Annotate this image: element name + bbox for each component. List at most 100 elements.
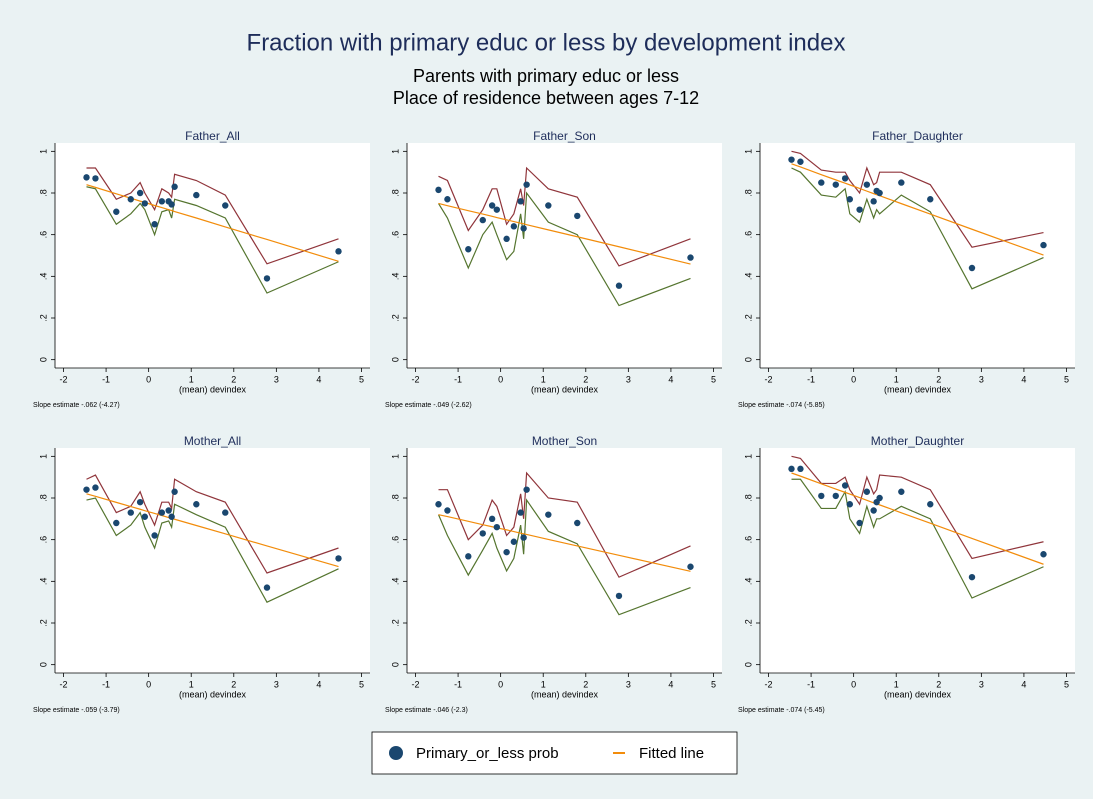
x-axis-label: (mean) devindex [531, 689, 599, 699]
x-tick-label: 0 [146, 679, 151, 689]
point [797, 158, 804, 165]
point [545, 511, 552, 518]
point [165, 507, 172, 514]
point [615, 592, 623, 600]
point [503, 548, 510, 556]
point [687, 254, 694, 261]
point [171, 183, 178, 190]
legend-box [371, 731, 738, 775]
y-tick-label: 1 [743, 454, 753, 459]
y-tick-label: .4 [390, 578, 400, 586]
series-line [86, 186, 339, 294]
point [479, 530, 486, 537]
point [841, 482, 849, 489]
x-tick-label: 3 [274, 679, 279, 689]
panel-title: Mother_Son [532, 434, 597, 448]
point [968, 573, 976, 581]
series-line [791, 455, 1044, 560]
point [870, 198, 877, 205]
x-axis-label: (mean) devindex [179, 384, 247, 394]
point [927, 196, 934, 203]
y-tick-label: .2 [743, 314, 753, 322]
point [493, 523, 501, 531]
point [92, 175, 99, 182]
x-tick-label: 4 [668, 374, 673, 384]
series-line [86, 497, 339, 603]
x-tick-label: 4 [668, 679, 673, 689]
point [1040, 551, 1047, 558]
plot-area [407, 448, 722, 673]
x-tick-label: 0 [146, 374, 151, 384]
point [832, 181, 839, 188]
point [846, 501, 854, 508]
y-tick-label: .2 [390, 314, 400, 322]
point [841, 175, 849, 182]
y-tick-label: .2 [38, 314, 48, 322]
point [127, 196, 134, 203]
point [788, 465, 795, 473]
point [141, 513, 149, 520]
y-tick-label: .6 [743, 536, 753, 544]
legend-label: Fitted line [639, 745, 704, 762]
x-tick-label: -2 [60, 374, 68, 384]
y-tick-label: .4 [390, 273, 400, 281]
point [863, 181, 871, 188]
point [510, 538, 518, 545]
y-tick-label: .8 [743, 494, 753, 502]
y-tick-label: .6 [390, 231, 400, 239]
point [493, 206, 501, 213]
point [171, 488, 178, 495]
series-line [791, 472, 1044, 565]
x-tick-label: -1 [807, 374, 815, 384]
x-tick-label: -2 [412, 374, 420, 384]
point [83, 486, 90, 493]
series-line [791, 150, 1044, 248]
point [136, 498, 144, 506]
point [574, 519, 581, 527]
x-tick-label: 0 [851, 374, 856, 384]
point [141, 200, 149, 207]
point [856, 206, 863, 213]
subtitle: Place of residence between ages 7-12 [393, 88, 699, 108]
point [545, 202, 552, 209]
x-tick-label: 4 [1021, 374, 1026, 384]
point [863, 488, 871, 495]
x-tick-label: 0 [498, 374, 503, 384]
y-tick-label: .4 [743, 273, 753, 281]
x-tick-label: -1 [807, 679, 815, 689]
plot-area [760, 448, 1075, 673]
series-line [438, 471, 691, 578]
point [263, 275, 271, 282]
series-line [438, 514, 691, 572]
x-tick-label: 2 [231, 679, 236, 689]
point [83, 174, 90, 181]
x-tick-label: 3 [979, 374, 984, 384]
panel-title: Father_Daughter [872, 129, 963, 143]
y-tick-label: .6 [38, 536, 48, 544]
y-tick-label: 0 [390, 662, 400, 667]
x-tick-label: 1 [894, 679, 899, 689]
point [222, 509, 229, 516]
x-tick-label: 2 [936, 679, 941, 689]
plot-area [760, 143, 1075, 368]
point [127, 509, 134, 516]
point [876, 189, 883, 197]
legend-label: Primary_or_less prob [416, 745, 559, 762]
point [818, 492, 825, 500]
point [876, 494, 883, 502]
y-tick-label: .4 [38, 273, 48, 281]
y-tick-label: .6 [390, 536, 400, 544]
series-line [438, 166, 691, 267]
point [1040, 241, 1047, 249]
point [788, 156, 795, 163]
point [520, 534, 527, 541]
point [503, 235, 510, 243]
x-tick-label: 5 [1064, 374, 1069, 384]
point [465, 553, 472, 560]
x-tick-label: 3 [626, 374, 631, 384]
y-tick-label: .8 [390, 494, 400, 502]
point [488, 515, 496, 523]
point [193, 191, 200, 199]
x-tick-label: -1 [454, 374, 462, 384]
y-tick-label: 1 [390, 149, 400, 154]
